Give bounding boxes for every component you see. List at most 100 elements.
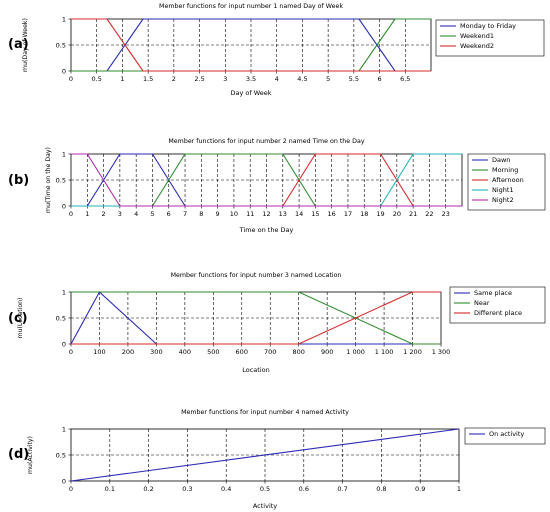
chart-title: Member functions for input number 2 name…: [168, 138, 365, 145]
y-tick-label: 0: [62, 340, 66, 348]
y-tick-label: 0: [62, 67, 66, 75]
x-tick-label: 600: [236, 348, 248, 356]
x-tick-label: 1 000: [346, 348, 365, 356]
x-tick-label: 9: [216, 210, 220, 218]
y-tick-label: 1: [62, 425, 66, 433]
legend-entry: Morning: [492, 166, 518, 174]
x-tick-label: 12: [262, 210, 270, 218]
x-tick-label: 0.5: [92, 75, 102, 83]
panel-label: (a): [8, 37, 29, 52]
x-axis-label: Time on the Day: [239, 226, 294, 234]
series-line-different-place: [71, 291, 441, 345]
x-tick-label: 3.5: [246, 75, 256, 83]
legend-entry: Dawn: [492, 156, 510, 164]
x-tick-label: 1.5: [143, 75, 153, 83]
legend-entry: Weekend2: [460, 42, 494, 50]
x-tick-label: 22: [425, 210, 433, 218]
x-tick-label: 19: [376, 210, 384, 218]
x-tick-label: 300: [150, 348, 162, 356]
x-axis-label: Location: [242, 366, 270, 374]
x-tick-label: 6: [378, 75, 382, 83]
x-tick-label: 0.3: [182, 485, 192, 493]
legend-box: [467, 153, 546, 211]
y-tick-label: 1: [62, 15, 66, 23]
x-tick-label: 6: [167, 210, 171, 218]
x-axis-label: Activity: [253, 502, 277, 510]
x-tick-label: 500: [207, 348, 219, 356]
legend-entry: Near: [474, 299, 490, 307]
legend-entry: Different place: [474, 309, 522, 317]
x-tick-label: 0.4: [221, 485, 231, 493]
y-tick-label: 0.5: [56, 451, 66, 459]
x-tick-label: 2: [102, 210, 106, 218]
x-tick-label: 5: [326, 75, 330, 83]
x-tick-label: 0.1: [105, 485, 115, 493]
x-tick-label: 23: [442, 210, 450, 218]
x-tick-label: 2: [172, 75, 176, 83]
x-tick-label: 1 200: [403, 348, 422, 356]
legend-entry: Weekend1: [460, 32, 494, 40]
x-tick-label: 1 100: [375, 348, 394, 356]
x-tick-label: 1: [120, 75, 124, 83]
x-tick-label: 14: [295, 210, 303, 218]
series-line-weekend2: [71, 18, 431, 72]
x-tick-label: 0.2: [143, 485, 153, 493]
legend-entry: Night1: [492, 186, 514, 194]
x-tick-label: 11: [246, 210, 254, 218]
x-tick-label: 18: [360, 210, 368, 218]
x-tick-label: 10: [230, 210, 238, 218]
panel-label: (b): [8, 173, 29, 188]
x-tick-label: 3: [223, 75, 227, 83]
x-tick-label: 13: [279, 210, 287, 218]
x-tick-label: 4: [275, 75, 279, 83]
y-tick-label: 0.5: [56, 41, 66, 49]
chart-panel-2: (b) Member functions for input number 2 n…: [8, 138, 546, 234]
series-line-night2: [71, 153, 462, 207]
x-tick-label: 0.9: [415, 485, 425, 493]
y-tick-label: 1: [62, 150, 66, 158]
legend-entry: Monday to Friday: [460, 22, 516, 30]
x-tick-label: 800: [292, 348, 304, 356]
x-tick-label: 21: [409, 210, 417, 218]
chart-title: Member functions for input number 1 name…: [159, 3, 343, 10]
chart-panel-4: (d) Member functions for input number 4 n…: [8, 409, 546, 510]
x-tick-label: 0: [69, 75, 73, 83]
legend-entry: Night2: [492, 196, 514, 204]
x-tick-label: 0: [69, 348, 73, 356]
y-tick-label: 0.5: [56, 314, 66, 322]
x-tick-label: 1: [457, 485, 461, 493]
x-tick-label: 0: [69, 485, 73, 493]
x-tick-label: 100: [93, 348, 105, 356]
x-tick-label: 16: [328, 210, 336, 218]
y-axis-label: mu(Activity): [27, 436, 34, 474]
x-tick-label: 200: [122, 348, 134, 356]
legend-entry: On activity: [489, 430, 524, 438]
x-tick-label: 6.5: [400, 75, 410, 83]
chart-title: Member functions for input number 4 name…: [181, 409, 349, 416]
x-tick-label: 5.5: [349, 75, 359, 83]
x-tick-label: 17: [344, 210, 352, 218]
x-tick-label: 15: [311, 210, 319, 218]
x-tick-label: 0.7: [337, 485, 347, 493]
x-tick-label: 2.5: [194, 75, 204, 83]
chart-title: Member functions for input number 3 name…: [171, 272, 342, 279]
panel-label: (c): [8, 311, 28, 326]
x-tick-label: 900: [321, 348, 333, 356]
x-tick-label: 4.5: [297, 75, 307, 83]
legend-box: [464, 427, 546, 445]
y-tick-label: 0: [62, 477, 66, 485]
x-tick-label: 0.8: [376, 485, 386, 493]
y-tick-label: 1: [62, 288, 66, 296]
chart-panel-3: (c) Member functions for input number 3 n…: [8, 272, 546, 374]
y-tick-label: 0: [62, 202, 66, 210]
y-tick-label: 0.5: [56, 176, 66, 184]
x-tick-label: 3: [118, 210, 122, 218]
legend-entry: Same place: [474, 289, 512, 297]
series-line-on-activity: [70, 428, 460, 482]
x-tick-label: 1: [85, 210, 89, 218]
y-axis-label: mu(Location): [17, 298, 24, 339]
x-tick-label: 1 300: [432, 348, 451, 356]
chart-panel-1: (a) Member functions for input number 1 n…: [8, 3, 545, 97]
x-axis-label: Day of Week: [230, 89, 271, 97]
